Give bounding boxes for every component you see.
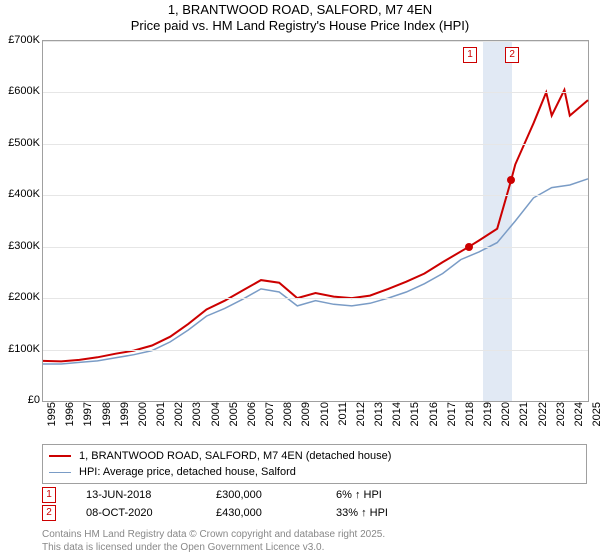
series-price-paid	[43, 90, 588, 362]
x-tick-label: 2016	[428, 402, 440, 442]
transaction-price-1: £430,000	[216, 507, 336, 519]
x-tick-label: 2015	[409, 402, 421, 442]
plot-area: 12	[42, 40, 589, 402]
x-tick-label: 2024	[573, 402, 585, 442]
x-tick-label: 1999	[119, 402, 131, 442]
footer: Contains HM Land Registry data © Crown c…	[42, 528, 385, 554]
y-tick-label: £100K	[0, 343, 40, 355]
title-line1: 1, BRANTWOOD ROAD, SALFORD, M7 4EN	[0, 2, 600, 18]
title-line2: Price paid vs. HM Land Registry's House …	[0, 18, 600, 34]
transaction-pct-1: 33% ↑ HPI	[336, 507, 476, 519]
y-tick-label: £700K	[0, 34, 40, 46]
x-tick-label: 2022	[537, 402, 549, 442]
x-tick-label: 2020	[500, 402, 512, 442]
y-tick-label: £200K	[0, 291, 40, 303]
x-tick-label: 2011	[337, 402, 349, 442]
legend-swatch-0	[49, 455, 71, 457]
transaction-pct-0: 6% ↑ HPI	[336, 489, 476, 501]
transaction-table: 1 13-JUN-2018 £300,000 6% ↑ HPI 2 08-OCT…	[42, 486, 587, 522]
x-tick-label: 2017	[446, 402, 458, 442]
x-tick-label: 2010	[319, 402, 331, 442]
transaction-date-1: 08-OCT-2020	[86, 507, 216, 519]
footer-line2: This data is licensed under the Open Gov…	[42, 541, 385, 554]
x-tick-label: 2023	[555, 402, 567, 442]
x-tick-label: 2013	[373, 402, 385, 442]
transaction-row-0: 1 13-JUN-2018 £300,000 6% ↑ HPI	[42, 486, 587, 504]
x-tick-label: 2008	[282, 402, 294, 442]
legend-swatch-1	[49, 472, 71, 473]
x-tick-label: 2009	[300, 402, 312, 442]
y-tick-label: £0	[0, 394, 40, 406]
x-tick-label: 2019	[482, 402, 494, 442]
x-tick-label: 2025	[591, 402, 600, 442]
x-tick-label: 1997	[82, 402, 94, 442]
marker-dot	[507, 176, 515, 184]
x-tick-label: 2014	[391, 402, 403, 442]
x-tick-label: 1998	[101, 402, 113, 442]
y-tick-label: £400K	[0, 188, 40, 200]
marker-box: 2	[505, 47, 519, 63]
title-block: 1, BRANTWOOD ROAD, SALFORD, M7 4EN Price…	[0, 0, 600, 35]
y-tick-label: £500K	[0, 137, 40, 149]
legend-label-1: HPI: Average price, detached house, Salf…	[79, 466, 296, 478]
x-tick-label: 2005	[228, 402, 240, 442]
x-tick-label: 2018	[464, 402, 476, 442]
transaction-row-1: 2 08-OCT-2020 £430,000 33% ↑ HPI	[42, 504, 587, 522]
x-tick-label: 2007	[264, 402, 276, 442]
transaction-price-0: £300,000	[216, 489, 336, 501]
x-tick-label: 2006	[246, 402, 258, 442]
x-tick-label: 1996	[64, 402, 76, 442]
chart-svg	[43, 41, 588, 401]
x-tick-label: 2003	[191, 402, 203, 442]
marker-box: 1	[463, 47, 477, 63]
transaction-date-0: 13-JUN-2018	[86, 489, 216, 501]
x-tick-label: 2012	[355, 402, 367, 442]
x-tick-label: 2021	[518, 402, 530, 442]
x-tick-label: 2001	[155, 402, 167, 442]
series-hpi	[43, 179, 588, 364]
x-tick-label: 2002	[173, 402, 185, 442]
transaction-num-0: 1	[42, 487, 56, 503]
x-tick-label: 2004	[210, 402, 222, 442]
footer-line1: Contains HM Land Registry data © Crown c…	[42, 528, 385, 541]
marker-dot	[465, 243, 473, 251]
chart-container: 1, BRANTWOOD ROAD, SALFORD, M7 4EN Price…	[0, 0, 600, 560]
transaction-num-1: 2	[42, 505, 56, 521]
x-tick-label: 2000	[137, 402, 149, 442]
legend-row-1: HPI: Average price, detached house, Salf…	[49, 464, 580, 480]
x-tick-label: 1995	[46, 402, 58, 442]
legend-label-0: 1, BRANTWOOD ROAD, SALFORD, M7 4EN (deta…	[79, 450, 391, 462]
legend-row-0: 1, BRANTWOOD ROAD, SALFORD, M7 4EN (deta…	[49, 448, 580, 464]
legend: 1, BRANTWOOD ROAD, SALFORD, M7 4EN (deta…	[42, 444, 587, 484]
y-tick-label: £600K	[0, 85, 40, 97]
y-tick-label: £300K	[0, 240, 40, 252]
